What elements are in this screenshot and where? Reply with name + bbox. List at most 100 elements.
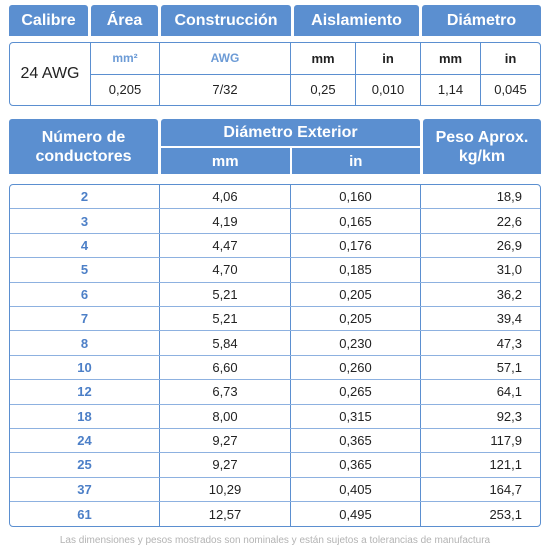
table-row: 25 9,27 0,365 121,1 (10, 453, 540, 478)
conductores-cell: 37 (10, 477, 160, 502)
gauge-value: 24 AWG (20, 65, 80, 82)
peso-cell: 253,1 (489, 506, 522, 522)
aislamiento-value-in: 0,010 (355, 74, 420, 105)
conductores-cell: 12 (10, 380, 160, 404)
peso-cell: 121,1 (489, 457, 522, 473)
diametro-in-cell: 0,165 (291, 209, 421, 233)
conductores-cell: 3 (10, 209, 160, 233)
table-row: 18 8,00 0,315 92,3 (10, 404, 540, 429)
conductores-cell: 24 (10, 428, 160, 453)
conductores-cell: 2 (10, 185, 160, 209)
header-diametro-title: Diámetro Exterior (161, 119, 420, 148)
area-value: 0,205 (108, 82, 142, 98)
conductores-cell: 6 (10, 282, 160, 306)
header-conductores-line1: Número de (41, 128, 126, 146)
table-row: 3 4,19 0,165 22,6 (10, 209, 540, 234)
area-column: mm² 0,205 (91, 43, 160, 105)
diametro-mm-cell: 12,57 (160, 502, 291, 526)
diametro-mm-cell: 5,21 (160, 306, 291, 331)
peso-cell: 57,1 (496, 359, 522, 375)
top-table-body: 24 AWG mm² 0,205 AWG 7/32 mm in 0,25 0,0… (9, 42, 541, 106)
diametro-in-cell: 0,265 (291, 380, 421, 404)
table-row: 5 4,70 0,185 31,0 (10, 258, 540, 283)
diametro-in-cell: 0,405 (291, 477, 421, 502)
conductores-cell: 61 (10, 502, 160, 526)
diametro-mm-cell: 5,21 (160, 282, 291, 306)
diametro-value-in: 0,045 (480, 74, 540, 105)
header-construccion: Construcción (161, 5, 291, 36)
table-row: 24 9,27 0,365 117,9 (10, 428, 540, 454)
footnote: Las dimensiones y pesos mostrados son no… (59, 535, 491, 546)
header-peso-line1: Peso Aprox. (435, 128, 529, 146)
construccion-value: 7/32 (212, 82, 238, 98)
table-row: 6 5,21 0,205 36,2 (10, 282, 540, 307)
diametro-mm-cell: 8,00 (160, 404, 291, 428)
conductores-cell: 5 (10, 258, 160, 282)
header-aislamiento: Aislamiento (294, 5, 419, 36)
peso-cell: 64,1 (496, 384, 522, 400)
peso-cell: 22,6 (496, 213, 522, 229)
peso-cell: 164,7 (489, 481, 522, 497)
header-calibre: Calibre (9, 5, 88, 36)
diametro-mm-cell: 6,60 (160, 355, 291, 380)
header-diametro: Diámetro (422, 5, 541, 36)
diametro-in-cell: 0,185 (291, 258, 421, 282)
diametro-in-cell: 0,205 (291, 306, 421, 331)
area-unit: mm² (91, 43, 159, 75)
diametro-unit-in: in (480, 43, 540, 74)
aislamiento-column: mm in 0,25 0,010 (291, 43, 421, 105)
conductores-cell: 25 (10, 453, 160, 477)
diametro-value-mm: 1,14 (437, 82, 464, 98)
diametro-in-cell: 0,230 (291, 331, 421, 355)
aislamiento-value-mm: 0,25 (310, 82, 336, 98)
construccion-unit: AWG (160, 43, 290, 75)
diametro-in-cell: 0,365 (291, 428, 421, 453)
header-area: Área (91, 5, 158, 36)
conductores-cell: 18 (10, 404, 160, 428)
conductores-cell: 7 (10, 306, 160, 331)
diametro-mm-cell: 9,27 (160, 453, 291, 477)
header-numero-conductores: Número de conductores (9, 119, 158, 174)
peso-cell: 39,4 (496, 311, 522, 327)
table-row: 12 6,73 0,265 64,1 (10, 380, 540, 405)
conductores-cell: 8 (10, 331, 160, 355)
diametro-mm-cell: 4,06 (160, 185, 291, 209)
table-row: 8 5,84 0,230 47,3 (10, 331, 540, 356)
diametro-in-cell: 0,205 (291, 282, 421, 306)
top-table-header: Calibre Área Construcción Aislamiento Di… (9, 5, 541, 36)
diametro-in-cell: 0,495 (291, 502, 421, 526)
aislamiento-unit-in: in (355, 43, 420, 74)
conductores-cell: 4 (10, 233, 160, 258)
conductores-cell: 10 (10, 355, 160, 380)
table-row: 7 5,21 0,205 39,4 (10, 306, 540, 332)
table-row: 4 4,47 0,176 26,9 (10, 233, 540, 259)
diametro-mm-cell: 6,73 (160, 380, 291, 404)
diametro-column: mm in 1,14 0,045 (421, 43, 540, 105)
diametro-mm-cell: 4,70 (160, 258, 291, 282)
diametro-in-cell: 0,160 (291, 185, 421, 209)
peso-cell: 36,2 (496, 286, 522, 302)
header-peso-line2: kg/km (458, 147, 506, 165)
table-row: 61 12,57 0,495 253,1 (10, 502, 540, 526)
construccion-column: AWG 7/32 (160, 43, 291, 105)
aislamiento-unit-mm: mm (311, 50, 335, 66)
peso-cell: 26,9 (496, 237, 522, 253)
diametro-mm-cell: 10,29 (160, 477, 291, 502)
header-peso: Peso Aprox. kg/km (423, 119, 541, 174)
peso-cell: 47,3 (496, 335, 522, 351)
header-diametro-exterior: Diámetro Exterior mm in (161, 119, 420, 174)
diametro-in-cell: 0,315 (291, 404, 421, 428)
peso-cell: 117,9 (490, 433, 522, 449)
diametro-in-cell: 0,176 (291, 233, 421, 258)
peso-cell: 92,3 (496, 408, 522, 424)
diametro-mm-cell: 9,27 (160, 428, 291, 453)
header-in: in (289, 148, 421, 174)
diametro-mm-cell: 4,47 (160, 233, 291, 258)
table-row: 37 10,29 0,405 164,7 (10, 477, 540, 503)
diametro-unit-mm: mm (438, 50, 463, 66)
header-conductores-line2: conductores (35, 147, 132, 165)
main-table-header: Número de conductores Diámetro Exterior … (9, 119, 541, 174)
diametro-mm-cell: 5,84 (160, 331, 291, 355)
diametro-in-cell: 0,365 (291, 453, 421, 477)
calibre-column: 24 AWG (10, 43, 91, 105)
